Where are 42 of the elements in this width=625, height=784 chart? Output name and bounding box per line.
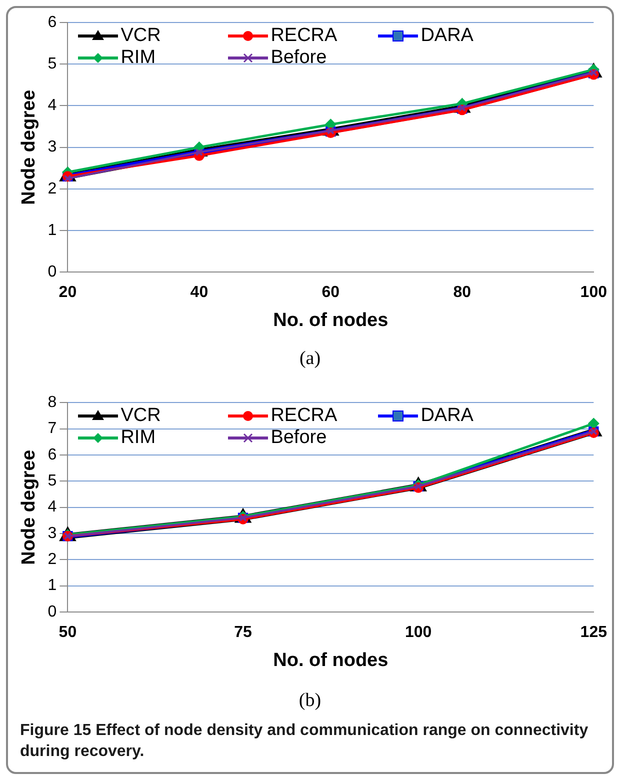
y-tick-label: 1 xyxy=(48,222,57,239)
y-tick-label: 5 xyxy=(48,56,57,73)
legend-label: DARA xyxy=(420,24,474,47)
y-tick-label: 2 xyxy=(48,551,57,568)
y-tick-label: 0 xyxy=(48,603,57,620)
x-tick-label: 80 xyxy=(453,284,472,302)
y-tick-label: 8 xyxy=(48,394,57,412)
legend-label: Before xyxy=(270,426,327,449)
y-tick-label: 5 xyxy=(48,472,57,490)
y-axis-title: Node degree xyxy=(18,90,40,205)
y-tick-label: 4 xyxy=(48,97,57,114)
y-tick-label: 3 xyxy=(48,138,57,156)
legend-label: RECRA xyxy=(270,404,338,427)
y-tick-label: 1 xyxy=(48,577,57,594)
text: (b) xyxy=(298,690,322,712)
y-tick-label: 3 xyxy=(48,524,57,542)
y-tick-label: 6 xyxy=(48,446,57,464)
x-tick-label: 50 xyxy=(58,624,77,642)
legend-label: VCR xyxy=(120,404,161,427)
caption: Figure 15 Effect of node density and communication range on connectivity during recovery. xyxy=(20,721,590,762)
x-tick-label: 100 xyxy=(580,284,608,302)
legend-label: RIM xyxy=(120,46,156,69)
legend-label: RIM xyxy=(120,426,156,449)
y-tick-label: 2 xyxy=(48,180,57,198)
x-axis-title: No. of nodes xyxy=(273,310,388,331)
x-tick-label: 75 xyxy=(234,624,252,642)
x-tick-label: 20 xyxy=(58,284,77,302)
y-axis-title: Node degree xyxy=(18,450,40,565)
x-tick-label: 40 xyxy=(190,284,208,302)
x-axis-title: No. of nodes xyxy=(273,650,388,671)
legend-label: Before xyxy=(270,46,327,69)
y-tick-label: 6 xyxy=(48,14,57,32)
y-tick-label: 0 xyxy=(48,263,57,280)
x-tick-label: 100 xyxy=(404,624,432,642)
x-tick-label: 60 xyxy=(322,284,340,302)
y-tick-label: 7 xyxy=(48,420,57,438)
legend-label: VCR xyxy=(120,24,161,47)
y-tick-label: 4 xyxy=(48,498,57,516)
x-tick-label: 125 xyxy=(580,624,608,642)
legend-label: RECRA xyxy=(270,24,338,47)
legend-label: DARA xyxy=(420,404,474,427)
text: (a) xyxy=(298,348,322,370)
